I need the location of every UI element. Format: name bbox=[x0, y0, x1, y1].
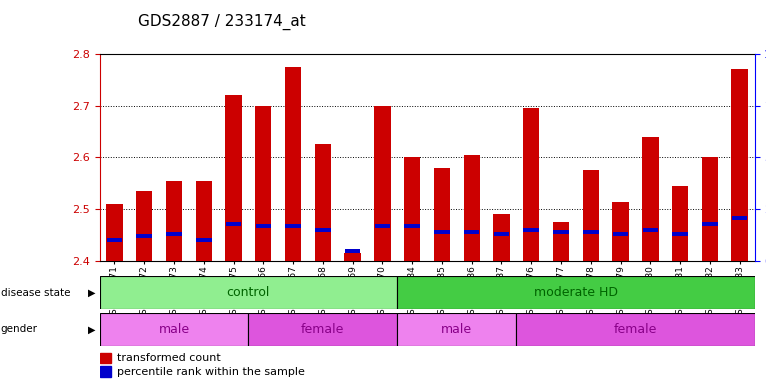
Bar bbox=[345, 249, 360, 253]
Bar bbox=[248, 313, 398, 346]
Bar bbox=[285, 67, 301, 261]
Bar bbox=[166, 232, 182, 236]
Bar bbox=[553, 222, 569, 261]
Bar bbox=[315, 144, 331, 261]
Bar bbox=[226, 222, 241, 226]
Bar bbox=[100, 276, 398, 309]
Bar bbox=[375, 224, 390, 228]
Text: percentile rank within the sample: percentile rank within the sample bbox=[117, 367, 305, 377]
Bar bbox=[106, 238, 123, 242]
Bar bbox=[315, 228, 331, 232]
Bar bbox=[434, 230, 450, 234]
Bar bbox=[100, 353, 111, 363]
Bar bbox=[523, 228, 539, 232]
Bar bbox=[165, 181, 182, 261]
Bar bbox=[553, 230, 569, 234]
Bar bbox=[463, 155, 480, 261]
Bar bbox=[642, 137, 659, 261]
Bar bbox=[494, 232, 509, 236]
Bar bbox=[673, 232, 688, 236]
Bar bbox=[398, 313, 516, 346]
Text: transformed count: transformed count bbox=[117, 353, 221, 363]
Text: male: male bbox=[159, 323, 189, 336]
Bar bbox=[612, 202, 629, 261]
Text: ▶: ▶ bbox=[88, 324, 96, 334]
Bar bbox=[195, 181, 212, 261]
Bar bbox=[404, 224, 420, 228]
Bar bbox=[375, 106, 391, 261]
Bar bbox=[136, 191, 152, 261]
Text: moderate HD: moderate HD bbox=[534, 286, 618, 299]
Text: disease state: disease state bbox=[1, 288, 70, 298]
Bar bbox=[100, 313, 248, 346]
Bar bbox=[404, 157, 421, 261]
Text: ▶: ▶ bbox=[88, 288, 96, 298]
Bar bbox=[398, 276, 755, 309]
Bar bbox=[196, 238, 211, 242]
Bar bbox=[493, 215, 509, 261]
Text: control: control bbox=[227, 286, 270, 299]
Text: female: female bbox=[301, 323, 345, 336]
Bar bbox=[732, 215, 748, 220]
Bar bbox=[100, 366, 111, 377]
Bar bbox=[643, 228, 658, 232]
Text: gender: gender bbox=[1, 324, 38, 334]
Bar bbox=[136, 234, 152, 238]
Bar bbox=[464, 230, 480, 234]
Bar bbox=[672, 186, 689, 261]
Bar bbox=[516, 313, 755, 346]
Bar bbox=[732, 70, 748, 261]
Bar bbox=[523, 108, 539, 261]
Bar bbox=[583, 230, 598, 234]
Bar bbox=[285, 224, 301, 228]
Bar bbox=[613, 232, 628, 236]
Bar bbox=[702, 157, 718, 261]
Bar bbox=[225, 95, 242, 261]
Bar bbox=[583, 170, 599, 261]
Bar bbox=[702, 222, 718, 226]
Bar bbox=[256, 224, 271, 228]
Bar bbox=[345, 253, 361, 261]
Text: GDS2887 / 233174_at: GDS2887 / 233174_at bbox=[138, 13, 306, 30]
Bar bbox=[106, 204, 123, 261]
Text: female: female bbox=[614, 323, 657, 336]
Text: male: male bbox=[441, 323, 473, 336]
Bar bbox=[255, 106, 271, 261]
Bar bbox=[434, 168, 450, 261]
